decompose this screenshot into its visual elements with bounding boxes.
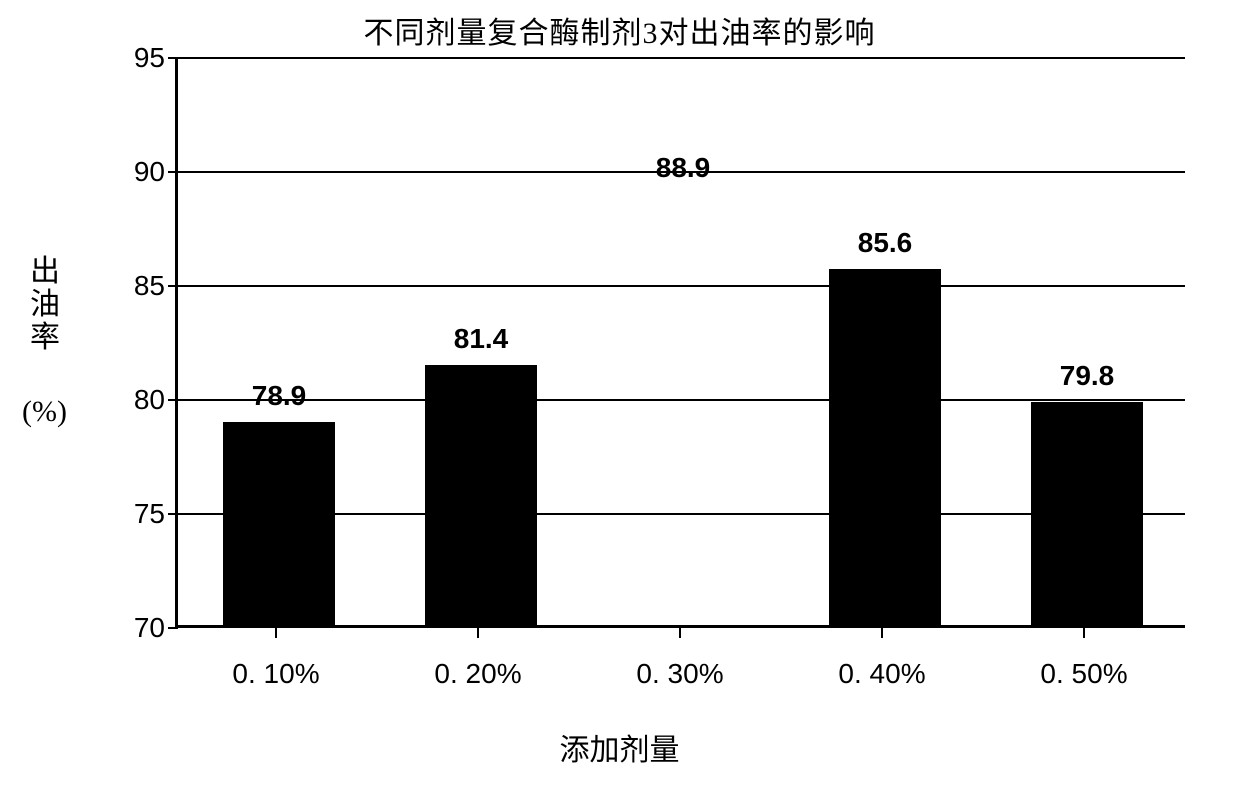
ytick-label: 95: [134, 42, 165, 74]
bar-value-label: 78.9: [179, 380, 379, 412]
ytick-mark: [168, 171, 178, 173]
chart-container: 不同剂量复合酶制剂3对出油率的影响 出油率 (%) 78.981.4 88.9 85…: [0, 0, 1239, 789]
ytick-mark: [168, 513, 178, 515]
xtick-label: 0. 20%: [434, 658, 521, 690]
x-axis-label: 添加剂量: [0, 725, 1239, 769]
ytick-mark: [168, 57, 178, 59]
ytick-mark: [168, 285, 178, 287]
xtick-mark: [1083, 628, 1085, 638]
y-axis-label: 出油率: [30, 255, 60, 354]
bar-value-label: 81.4: [381, 323, 581, 355]
plot-area: 78.981.4 88.9 85.6 79.8: [175, 58, 1185, 628]
bar-value-label: 79.8: [987, 360, 1187, 392]
ytick-label: 75: [134, 498, 165, 530]
xtick-label: 0. 50%: [1040, 658, 1127, 690]
bar: [1031, 402, 1142, 625]
xtick-mark: [477, 628, 479, 638]
bar: [425, 365, 536, 625]
ytick-label: 90: [134, 156, 165, 188]
bar-value-label: 88.9: [583, 152, 783, 184]
bar-value-label: 85.6: [785, 227, 985, 259]
xtick-mark: [679, 628, 681, 638]
ytick-mark: [168, 399, 178, 401]
ytick-label: 80: [134, 384, 165, 416]
xtick-mark: [881, 628, 883, 638]
bars-group: 78.981.4 88.9 85.6 79.8: [178, 58, 1185, 625]
ytick-mark: [168, 627, 178, 629]
xtick-label: 0. 40%: [838, 658, 925, 690]
xtick-mark: [275, 628, 277, 638]
chart-title: 不同剂量复合酶制剂3对出油率的影响: [0, 8, 1239, 52]
bar: [223, 422, 334, 625]
xtick-label: 0. 30%: [636, 658, 723, 690]
xtick-label: 0. 10%: [232, 658, 319, 690]
bar: [829, 269, 940, 625]
ytick-label: 85: [134, 270, 165, 302]
ytick-label: 70: [134, 612, 165, 644]
y-axis-unit: (%): [22, 395, 67, 429]
